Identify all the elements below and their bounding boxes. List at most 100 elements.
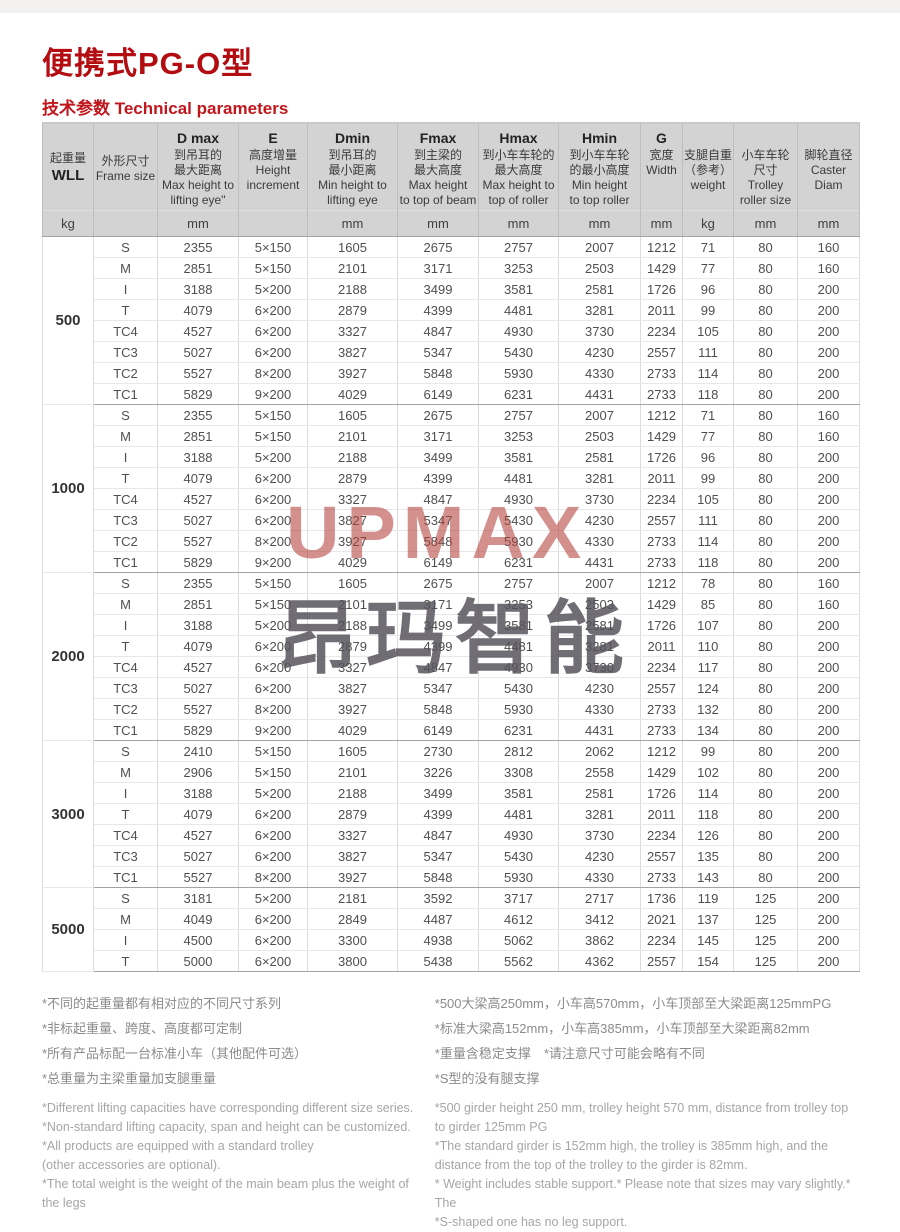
value-cell: 5930 [478, 698, 559, 720]
value-cell: 200 [797, 887, 860, 909]
value-cell: 5027 [157, 845, 239, 867]
header-symbol: D max [176, 130, 220, 146]
frame-size-cell: I [93, 278, 158, 300]
table-row: TC4 4527 6×200 3327 4847 4930 3730 2234 126 80 200 [43, 824, 860, 846]
header-cell: 起重量 WLL [42, 123, 94, 211]
value-cell: 4230 [558, 677, 641, 699]
value-cell: 4500 [157, 929, 239, 951]
value-cell: 1212 [640, 572, 683, 594]
header-symbol: E [268, 130, 278, 146]
value-cell: 5527 [157, 866, 239, 888]
value-cell: 5430 [478, 677, 559, 699]
value-cell: 4399 [397, 635, 479, 657]
value-cell: 3800 [307, 950, 398, 972]
value-cell: 6×200 [238, 488, 308, 510]
header-label-en: Min height to top roller [569, 178, 630, 207]
value-cell: 2007 [558, 404, 641, 426]
frame-size-cell: TC4 [93, 320, 158, 342]
value-cell: 200 [797, 824, 860, 846]
value-cell: 4487 [397, 908, 479, 930]
value-cell: 200 [797, 320, 860, 342]
footnote-line: *所有产品标配一台标准小车（其他配件可选） [42, 1046, 308, 1061]
wll-cell: 5000 [42, 887, 94, 972]
value-cell: 6149 [397, 383, 479, 405]
value-cell: 80 [733, 404, 798, 426]
header-label-zh: 到主梁的 最大高度 [413, 148, 462, 177]
value-cell: 118 [682, 551, 734, 573]
table-row: I 3188 5×200 2188 3499 3581 2581 1726 107 80 200 [43, 614, 860, 636]
value-cell: 4230 [558, 341, 641, 363]
value-cell: 200 [797, 362, 860, 384]
frame-size-cell: TC2 [93, 530, 158, 552]
value-cell: 4481 [478, 635, 559, 657]
value-cell: 2717 [558, 887, 641, 909]
value-cell: 2733 [640, 362, 683, 384]
value-cell: 6×200 [238, 320, 308, 342]
value-cell: 4399 [397, 299, 479, 321]
footnotes-left-zh: *不同的起重量都有相对应的不同尺寸系列 *非标起重量、跨度、高度都可定制 *所有产品… [42, 991, 420, 1091]
value-cell: 118 [682, 803, 734, 825]
value-cell: 160 [797, 572, 860, 594]
value-cell: 5347 [397, 845, 479, 867]
value-cell: 6149 [397, 551, 479, 573]
value-cell: 137 [682, 908, 734, 930]
value-cell: 200 [797, 467, 860, 489]
footnotes-right-zh: *500大梁高250mm，小车高570mm，小车顶部至大梁距离125mmPG *标… [435, 991, 860, 1091]
frame-size-cell: T [93, 635, 158, 657]
value-cell: 2733 [640, 866, 683, 888]
frame-size-cell: TC4 [93, 656, 158, 678]
table-row: M 2851 5×150 2101 3171 3253 2503 1429 77 80 160 [43, 425, 860, 447]
value-cell: 80 [733, 824, 798, 846]
value-cell: 2757 [478, 404, 559, 426]
value-cell: 80 [733, 509, 798, 531]
page-title: 便携式PG-O型 [42, 46, 254, 81]
value-cell: 5848 [397, 698, 479, 720]
header-cell: 外形尺寸 Frame size [93, 123, 158, 211]
value-cell: 5027 [157, 341, 239, 363]
value-cell: 8×200 [238, 362, 308, 384]
value-cell: 2730 [397, 740, 479, 762]
value-cell: 6×200 [238, 824, 308, 846]
value-cell: 3730 [558, 320, 641, 342]
header-symbol: Hmax [499, 130, 538, 146]
value-cell: 4230 [558, 845, 641, 867]
table-row: I 4500 6×200 3300 4938 5062 3862 2234 145 125 200 [43, 929, 860, 951]
value-cell: 200 [797, 299, 860, 321]
value-cell: 1605 [307, 404, 398, 426]
value-cell: 3281 [558, 299, 641, 321]
value-cell: 4330 [558, 698, 641, 720]
value-cell: 2011 [640, 803, 683, 825]
wll-block-3000: 3000 S 2410 5×150 1605 2730 2812 2062 1212 99 80 20… [42, 740, 860, 888]
value-cell: 4029 [307, 719, 398, 741]
value-cell: 80 [733, 299, 798, 321]
spec-table: 起重量 WLL 外形尺寸 Frame size D max 到吊耳的 最大距离 Max he… [42, 122, 860, 972]
value-cell: 77 [682, 425, 734, 447]
value-cell: 3181 [157, 887, 239, 909]
header-cell: E 高度增量 Height increment [238, 123, 308, 211]
table-row: T 4079 6×200 2879 4399 4481 3281 2011 99 80 200 [43, 299, 860, 321]
value-cell: 5027 [157, 509, 239, 531]
value-cell: 80 [733, 614, 798, 636]
value-cell: 80 [733, 782, 798, 804]
value-cell: 3581 [478, 614, 559, 636]
value-cell: 5430 [478, 509, 559, 531]
value-cell: 125 [733, 950, 798, 972]
header-symbol: Dmin [335, 130, 370, 146]
frame-size-cell: M [93, 761, 158, 783]
table-row: T 4079 6×200 2879 4399 4481 3281 2011 110 80 200 [43, 635, 860, 657]
frame-size-cell: I [93, 446, 158, 468]
value-cell: 5930 [478, 362, 559, 384]
value-cell: 6231 [478, 383, 559, 405]
value-cell: 4481 [478, 299, 559, 321]
table-row: M 2851 5×150 2101 3171 3253 2503 1429 85 80 160 [43, 593, 860, 615]
table-row: I 3188 5×200 2188 3499 3581 2581 1726 114 80 200 [43, 782, 860, 804]
value-cell: 3281 [558, 635, 641, 657]
value-cell: 200 [797, 803, 860, 825]
value-cell: 4527 [157, 488, 239, 510]
value-cell: 200 [797, 719, 860, 741]
value-cell: 126 [682, 824, 734, 846]
value-cell: 96 [682, 446, 734, 468]
value-cell: 71 [682, 236, 734, 258]
value-cell: 200 [797, 950, 860, 972]
value-cell: 6×200 [238, 467, 308, 489]
